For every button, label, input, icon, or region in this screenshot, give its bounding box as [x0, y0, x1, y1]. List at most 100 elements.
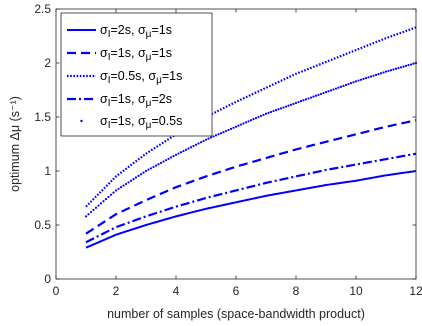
data-point — [389, 69, 393, 72]
x-axis-label: number of samples (space-bandwidth produ… — [107, 307, 365, 321]
data-point — [199, 141, 203, 144]
data-point — [329, 89, 333, 92]
data-point — [149, 167, 153, 170]
legend-text: =2s — [151, 92, 172, 106]
legend-text: =1s — [162, 69, 183, 83]
data-point — [172, 155, 175, 158]
data-point — [234, 125, 238, 128]
data-point — [162, 160, 165, 163]
legend-label: σI=2s, σμ=1s — [100, 23, 172, 40]
data-point — [249, 119, 253, 122]
data-point — [299, 100, 303, 103]
data-point — [232, 126, 235, 129]
data-point — [229, 127, 233, 130]
data-point — [132, 178, 135, 181]
y-tick-label: 2 — [44, 56, 51, 70]
legend-subscript: I — [108, 75, 111, 86]
legend-subscript: I — [108, 52, 111, 63]
data-point — [274, 109, 278, 112]
x-tick-label: 10 — [349, 284, 363, 298]
legend-subscript: μ — [146, 98, 152, 109]
data-point — [382, 71, 385, 74]
legend-text: σ — [100, 23, 108, 37]
data-point — [257, 115, 260, 119]
data-point — [187, 147, 190, 150]
data-point — [304, 98, 308, 101]
data-point — [134, 176, 138, 179]
data-point — [409, 63, 413, 66]
data-point — [327, 90, 330, 93]
data-point — [377, 72, 380, 76]
legend-label: σI=1s, σμ=2s — [100, 92, 172, 109]
data-point — [137, 174, 140, 177]
data-point — [302, 99, 305, 102]
data-point — [359, 78, 363, 81]
data-point — [142, 171, 145, 174]
y-tick-label: 2.5 — [34, 2, 51, 16]
data-point — [339, 85, 343, 88]
data-point — [272, 109, 275, 113]
data-point — [402, 65, 405, 68]
data-point — [354, 80, 358, 83]
data-point — [184, 148, 188, 151]
x-tick-label: 12 — [409, 284, 422, 298]
data-point — [122, 184, 125, 187]
data-point — [392, 68, 395, 71]
data-point — [182, 149, 185, 153]
data-point — [279, 107, 283, 110]
data-point — [157, 163, 160, 166]
legend-text: =1s — [151, 46, 172, 60]
legend-subscript: μ — [146, 29, 152, 40]
x-tick-label: 4 — [173, 284, 180, 298]
legend-text: =1s, σ — [111, 46, 146, 60]
data-point — [297, 100, 300, 104]
data-point — [337, 86, 340, 89]
data-point — [277, 108, 280, 111]
data-point — [237, 124, 240, 127]
legend-box — [60, 12, 213, 137]
data-point — [117, 187, 120, 190]
legend-text: σ — [100, 46, 108, 60]
legend-text: =1s, σ — [111, 92, 146, 106]
y-tick-label: 0 — [44, 272, 51, 286]
data-point — [154, 164, 158, 167]
data-point — [309, 96, 313, 99]
data-point — [147, 168, 150, 171]
legend-text: =0.5s, σ — [111, 69, 157, 83]
legend-text: =1s, σ — [111, 114, 146, 128]
data-point — [287, 104, 290, 107]
data-point — [252, 118, 255, 121]
legend-text: =1s — [151, 23, 172, 37]
data-point — [264, 112, 268, 115]
legend-subscript: μ — [146, 120, 152, 131]
data-point — [129, 179, 133, 182]
data-point — [202, 139, 205, 143]
axes-group: 0 2 4 6 8 10 12 0 0.5 1 1.5 2 2.5 — [34, 2, 422, 298]
data-point — [177, 152, 180, 155]
series-points — [84, 61, 418, 218]
data-point — [384, 70, 388, 73]
data-point — [169, 156, 173, 159]
legend-subscript: μ — [156, 75, 162, 86]
data-point — [107, 195, 110, 199]
data-point — [97, 204, 100, 207]
data-point — [342, 84, 345, 87]
data-point — [112, 191, 115, 194]
series-line-dotted — [85, 26, 417, 208]
data-point — [114, 189, 118, 192]
data-point — [352, 81, 355, 84]
y-tick-label: 1 — [44, 164, 51, 178]
legend-text: σ — [100, 114, 108, 128]
data-point — [317, 93, 320, 96]
data-point — [89, 210, 93, 214]
data-point — [174, 153, 178, 156]
data-point — [307, 97, 310, 100]
data-point — [262, 113, 265, 116]
data-point — [217, 133, 220, 136]
y-axis-label: optimum Δμ (s⁻¹) — [8, 96, 22, 192]
data-point — [254, 116, 258, 120]
data-point — [282, 106, 285, 109]
data-point — [124, 182, 128, 186]
